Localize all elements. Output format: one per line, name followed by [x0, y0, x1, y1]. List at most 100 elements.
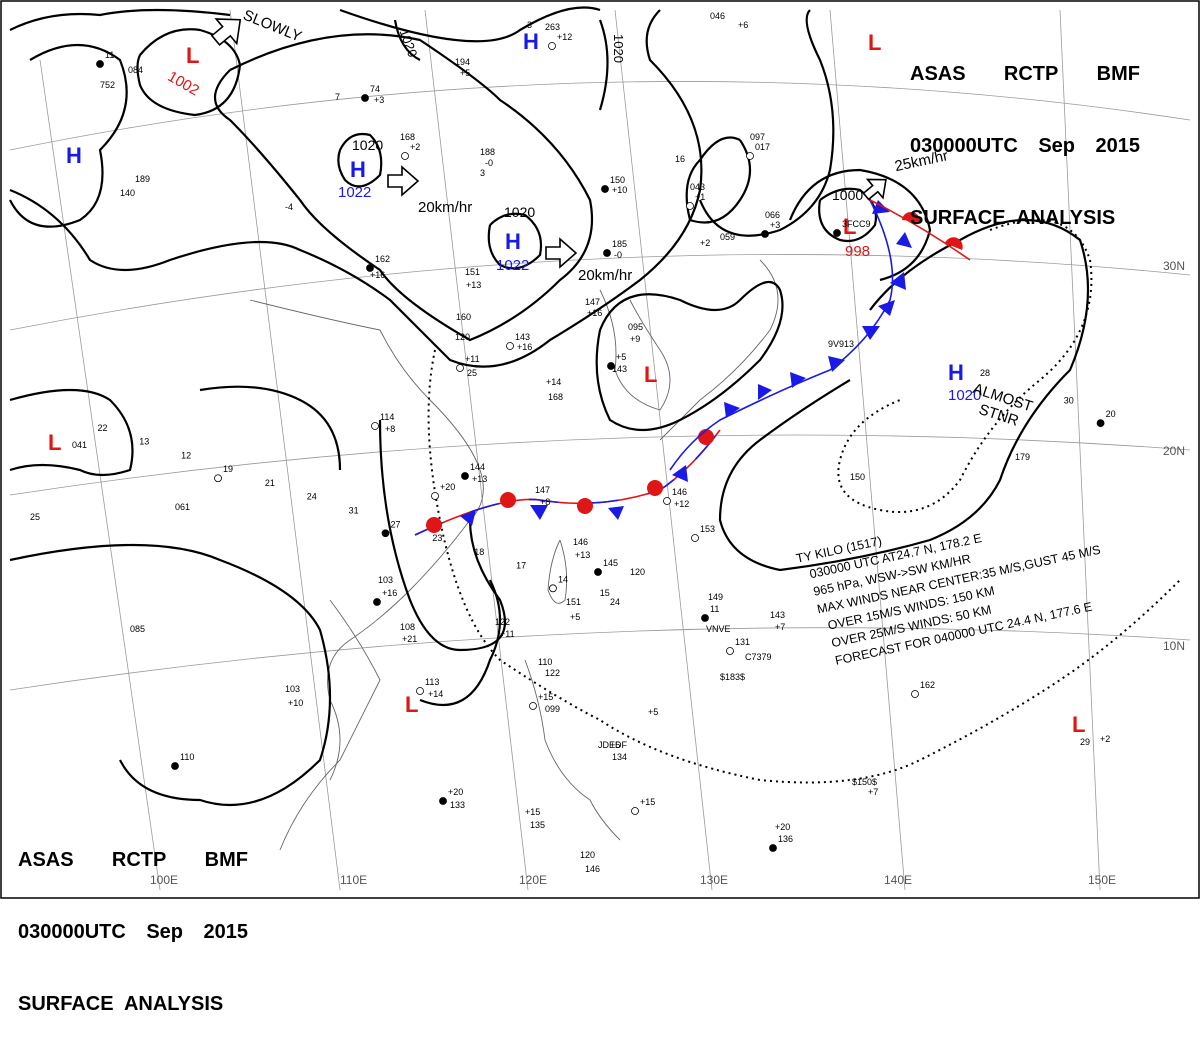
station-value: 122 — [545, 668, 560, 678]
header-month: Sep — [146, 921, 184, 943]
station-value: 160 — [456, 312, 471, 322]
station-value: 185 — [612, 239, 627, 249]
station-value: 19 — [223, 464, 233, 474]
station-marker — [381, 529, 390, 538]
weather-map: 30N 20N 10N 100E 110E 120E 130E 140E 150… — [0, 0, 1200, 899]
station-value: 168 — [400, 132, 415, 142]
low-southeast-symbol: L — [1072, 712, 1085, 737]
station-value: +2 — [700, 238, 710, 248]
lon-130e — [614, 9, 713, 891]
low-china-symbol: L — [405, 692, 418, 717]
coast-korea — [599, 289, 671, 411]
isobar-southwest — [9, 543, 332, 807]
station-value: JDEDF — [598, 740, 628, 750]
station-value: 3 — [480, 168, 485, 178]
coast-indochina — [279, 599, 381, 851]
station-marker — [746, 152, 754, 160]
station-marker — [726, 647, 734, 655]
isobar-south — [378, 419, 506, 652]
station-value: 149 — [708, 592, 723, 602]
station-value: 752 — [100, 80, 115, 90]
station-value: 11 — [105, 50, 114, 60]
station-value: 120 — [455, 332, 470, 342]
station-value: 150 — [610, 175, 625, 185]
station-value: 143 — [612, 364, 627, 374]
warm-front-bulge — [945, 237, 963, 250]
station-value: 189 — [135, 174, 150, 184]
lat-label-20n: 20N — [1163, 444, 1185, 458]
arrow-20kmhr-2 — [545, 237, 578, 269]
station-value: 095 — [628, 322, 643, 332]
station-value: +5 — [570, 612, 580, 622]
station-value: $150$ — [852, 777, 877, 787]
header-line3: SURFACE ANALYSIS — [18, 992, 248, 1016]
station-value: 17 — [516, 561, 526, 571]
lon-label-110e: 110E — [340, 873, 367, 887]
cold-front-triangle — [790, 372, 806, 388]
header-line1: ASAS RCTP BMF — [18, 848, 248, 872]
header-code: BMF — [204, 849, 248, 871]
station-value: 017 — [755, 142, 770, 152]
station-value: +8 — [385, 424, 395, 434]
high-1020-east-symbol: H — [948, 360, 964, 385]
station-value: +16 — [370, 270, 385, 280]
station-marker — [506, 342, 514, 350]
station-value: 146 — [672, 487, 687, 497]
station-marker — [769, 844, 777, 852]
station-value: +3 — [770, 220, 780, 230]
station-value: 29 — [1080, 737, 1090, 747]
station-marker — [548, 42, 556, 50]
station-marker — [96, 60, 104, 68]
high-west-symbol: H — [66, 143, 82, 168]
station-marker — [461, 472, 469, 480]
movement-20kmhr-2: 20km/hr — [578, 267, 632, 284]
header-station: RCTP — [1003, 63, 1059, 85]
station-value: +5 — [648, 707, 658, 717]
station-value: 133 — [450, 800, 465, 810]
station-value: 30 — [1064, 395, 1074, 405]
station-marker — [401, 152, 409, 160]
station-marker — [171, 762, 179, 770]
station-value: +13 — [575, 550, 590, 560]
movement-labels: SLOWLY 20km/hr 20km/hr 25km/hr — [241, 7, 950, 284]
lat-40n — [9, 81, 1191, 151]
station-marker — [361, 94, 369, 102]
station-value: $183$ — [720, 672, 745, 682]
isobar-center-south — [419, 579, 502, 707]
lon-label-150e: 150E — [1088, 873, 1116, 887]
station-marker — [691, 534, 699, 542]
lat-30n — [9, 254, 1191, 331]
warm-front — [869, 199, 971, 261]
station-value: 24 — [307, 492, 317, 502]
isobar-7 — [393, 19, 421, 61]
station-value: +8 — [540, 497, 550, 507]
station-value: 136 — [778, 834, 793, 844]
station-value: 145 — [603, 558, 618, 568]
isobar-1 — [9, 8, 231, 31]
cold-front-triangle — [890, 272, 906, 290]
warm-front-line — [869, 199, 971, 261]
station-value: +13 — [472, 474, 487, 484]
low-998-value: 998 — [845, 243, 870, 260]
header-title: SURFACE ANALYSIS — [18, 993, 224, 1015]
header-time: 030000UTC — [910, 135, 1018, 157]
header-line2: 030000UTC Sep 2015 — [18, 920, 248, 944]
station-value: +2 — [410, 142, 420, 152]
cold-front-triangle — [460, 510, 476, 526]
header-agency: ASAS — [910, 63, 966, 85]
station-value: +2 — [1100, 734, 1110, 744]
isobar-east-big — [718, 218, 1090, 572]
station-value: 143 — [515, 332, 530, 342]
high-1022-east-value: 1022 — [496, 257, 529, 274]
station-value: +20 — [448, 787, 463, 797]
station-marker — [701, 614, 709, 622]
station-value: 12 — [181, 450, 191, 460]
station-value: 151 — [465, 267, 480, 277]
warm-front-bulge — [577, 498, 593, 514]
station-value: 11 — [710, 604, 719, 614]
lon-label-130e: 130E — [700, 873, 728, 887]
warm-front-bulge — [500, 492, 516, 508]
lon-110e — [229, 9, 341, 891]
station-value: 25 — [30, 512, 40, 522]
station-value: 3 — [527, 20, 532, 30]
